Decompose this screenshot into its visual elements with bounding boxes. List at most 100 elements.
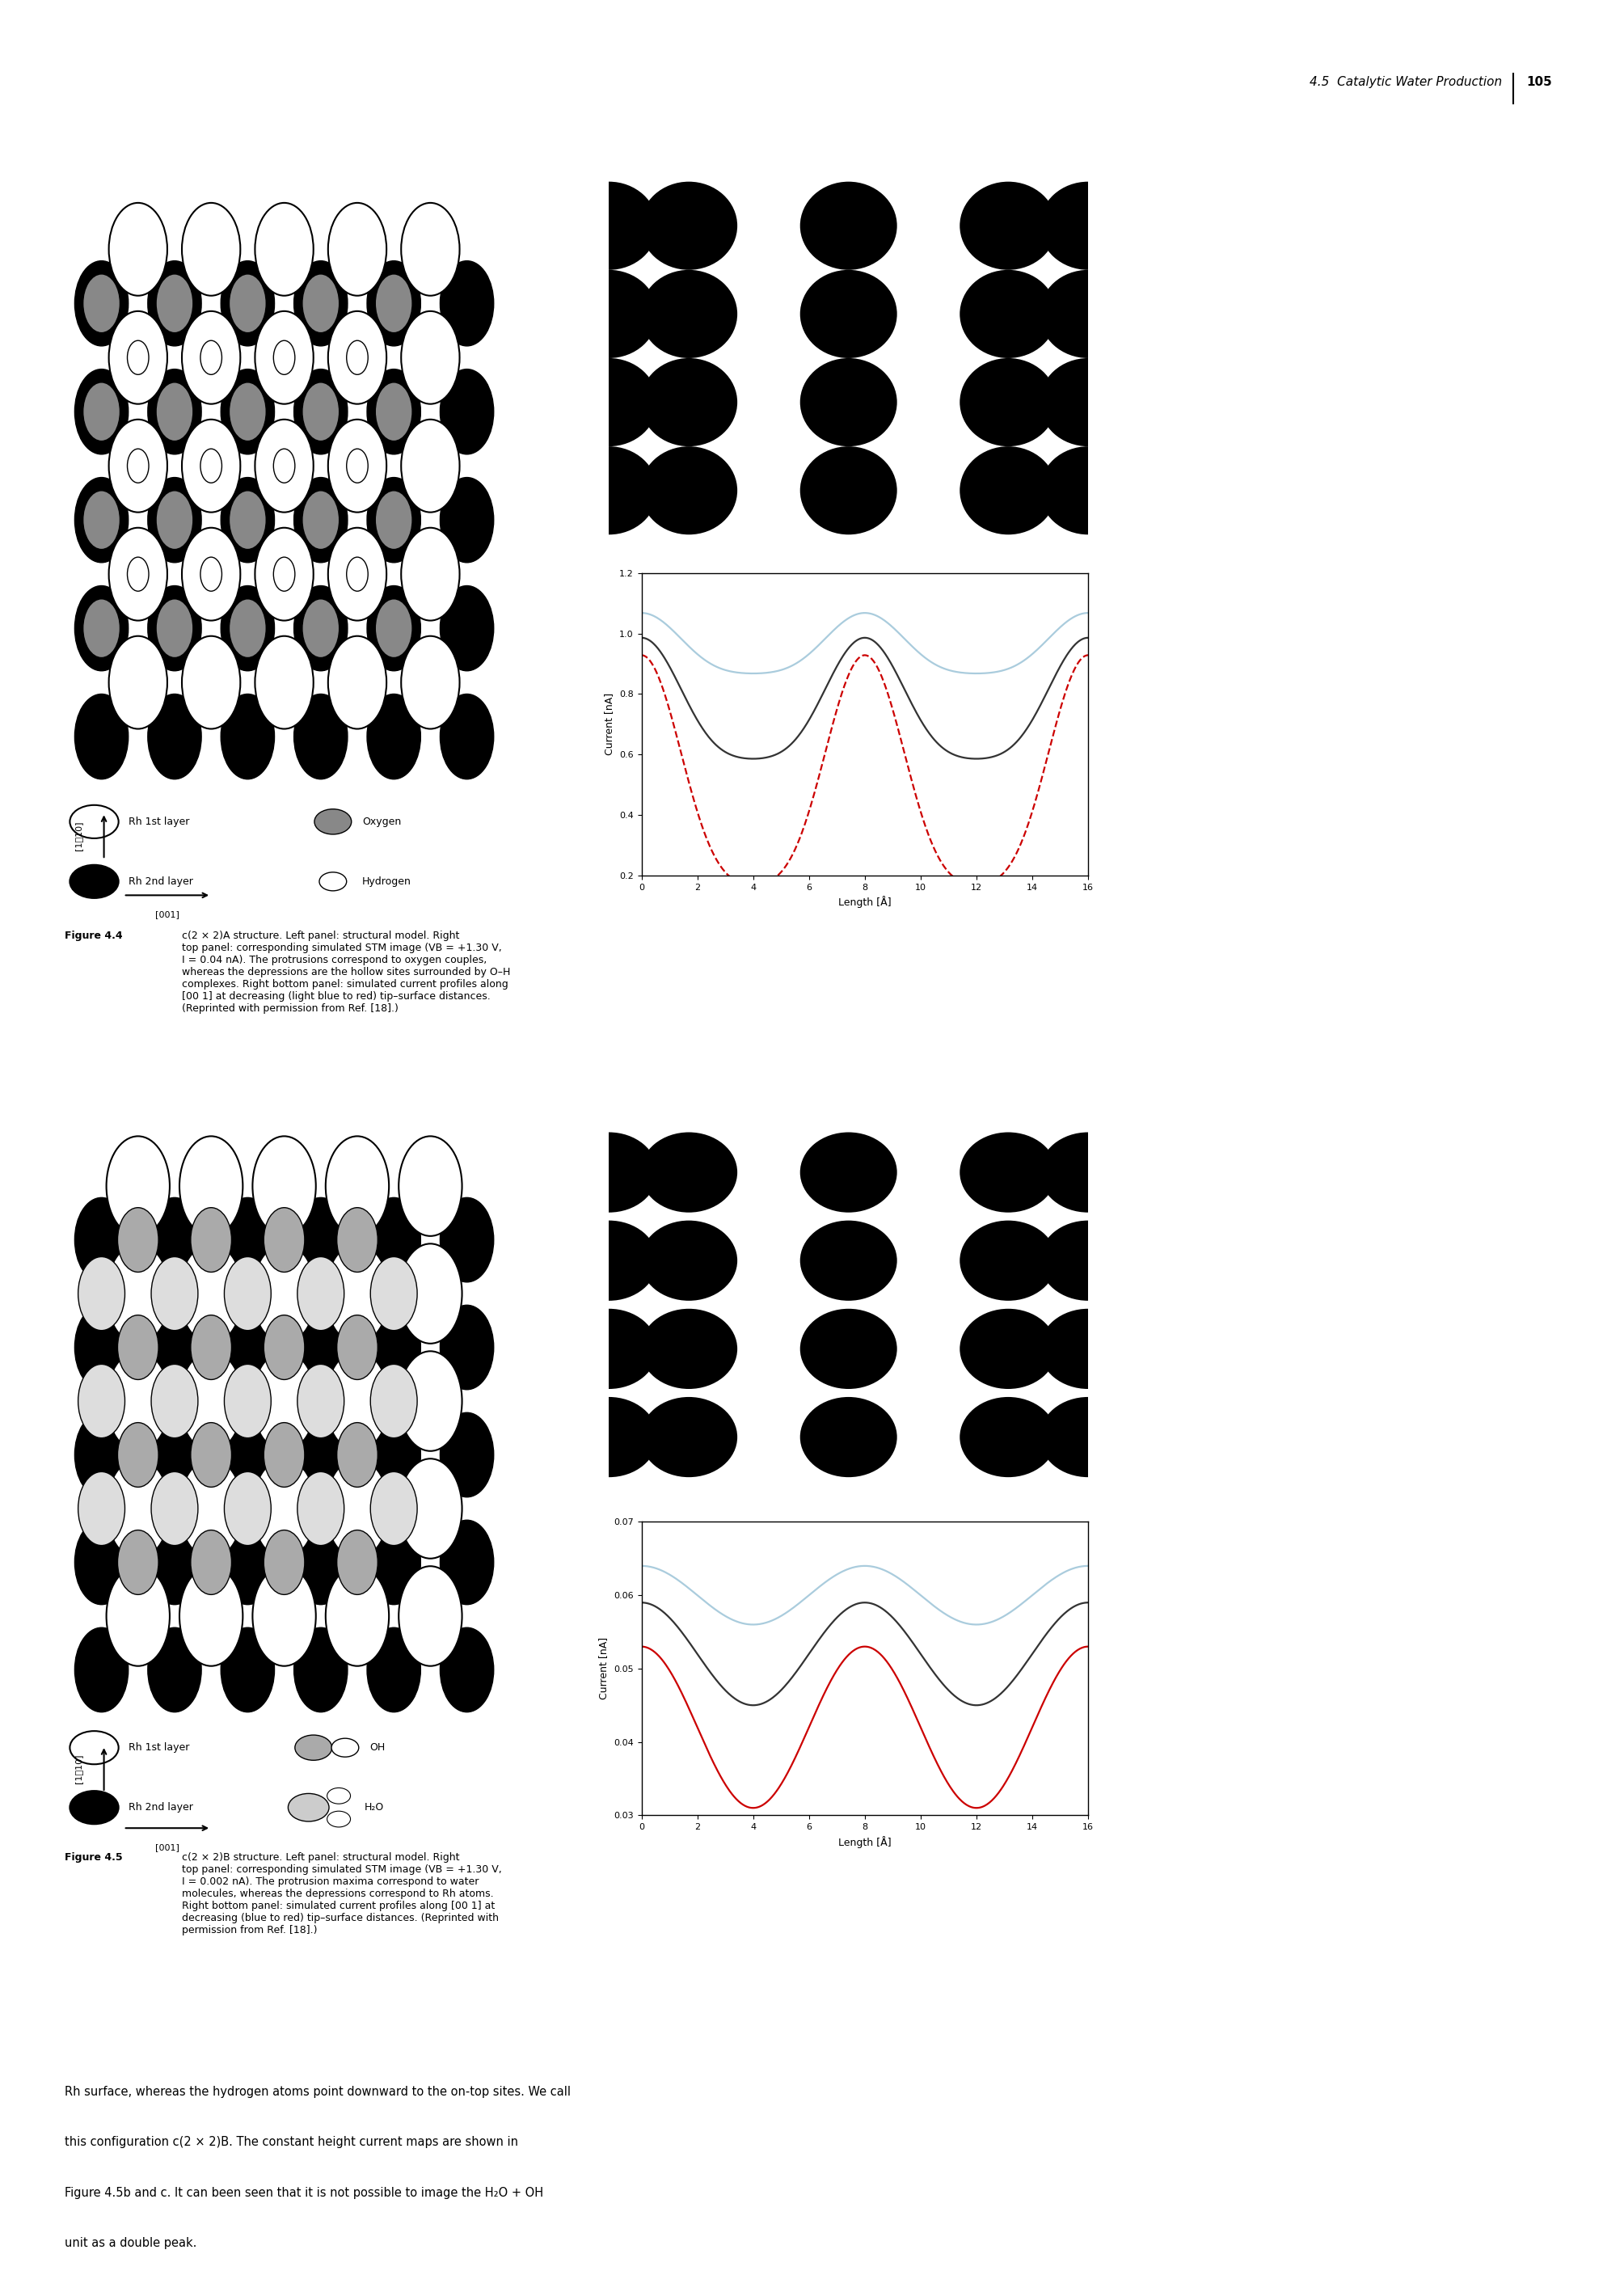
Circle shape [106, 1352, 169, 1451]
Circle shape [190, 1423, 232, 1488]
Circle shape [367, 587, 421, 672]
Ellipse shape [1039, 1219, 1137, 1300]
Text: Figure 4.5: Figure 4.5 [65, 1852, 130, 1863]
Circle shape [328, 635, 387, 729]
Ellipse shape [801, 181, 896, 270]
Circle shape [367, 1304, 421, 1389]
Circle shape [253, 1352, 315, 1451]
Circle shape [440, 1304, 494, 1389]
Circle shape [440, 477, 494, 562]
Circle shape [346, 557, 369, 591]
Ellipse shape [560, 181, 658, 270]
Circle shape [179, 1245, 244, 1343]
Circle shape [156, 598, 193, 658]
Circle shape [190, 1316, 232, 1380]
Circle shape [398, 1352, 463, 1451]
Circle shape [221, 1412, 274, 1497]
Ellipse shape [801, 358, 896, 447]
Text: [001]: [001] [156, 910, 179, 919]
Text: Rh 1st layer: Rh 1st layer [128, 1742, 190, 1753]
Circle shape [75, 1627, 128, 1712]
Circle shape [182, 419, 240, 511]
Circle shape [253, 1245, 315, 1343]
Circle shape [253, 1137, 315, 1235]
Circle shape [253, 1565, 315, 1666]
Circle shape [179, 1352, 244, 1451]
Circle shape [127, 557, 149, 591]
Circle shape [367, 261, 421, 346]
Circle shape [294, 1199, 348, 1281]
Text: Hydrogen: Hydrogen [362, 876, 411, 887]
Circle shape [109, 419, 167, 511]
Ellipse shape [560, 1396, 658, 1476]
Circle shape [106, 1565, 169, 1666]
Text: Oxygen: Oxygen [362, 816, 401, 827]
Text: unit as a double peak.: unit as a double peak. [65, 2237, 197, 2248]
Circle shape [325, 1565, 390, 1666]
Text: Figure 4.4: Figure 4.4 [65, 931, 130, 942]
Circle shape [75, 261, 128, 346]
Ellipse shape [960, 358, 1057, 447]
Ellipse shape [560, 1132, 658, 1212]
Circle shape [255, 635, 313, 729]
Ellipse shape [640, 358, 737, 447]
Circle shape [398, 1565, 463, 1666]
Ellipse shape [960, 1309, 1057, 1389]
Ellipse shape [1039, 1309, 1137, 1389]
Circle shape [148, 369, 201, 454]
Circle shape [182, 312, 240, 403]
Circle shape [440, 1520, 494, 1604]
Circle shape [255, 312, 313, 403]
Circle shape [106, 1137, 169, 1235]
Circle shape [370, 1364, 417, 1437]
Circle shape [78, 1364, 125, 1437]
Circle shape [294, 1412, 348, 1497]
Circle shape [106, 1458, 169, 1559]
Circle shape [294, 1304, 348, 1389]
Circle shape [148, 261, 201, 346]
Circle shape [221, 1520, 274, 1604]
Circle shape [83, 490, 120, 550]
Circle shape [253, 1458, 315, 1559]
Text: Rh 2nd layer: Rh 2nd layer [128, 876, 193, 887]
Circle shape [117, 1531, 159, 1595]
Circle shape [255, 419, 313, 511]
Circle shape [263, 1208, 305, 1272]
Circle shape [401, 202, 460, 296]
Circle shape [148, 587, 201, 672]
Circle shape [302, 598, 339, 658]
Circle shape [346, 342, 369, 374]
Ellipse shape [960, 270, 1057, 358]
Ellipse shape [560, 447, 658, 534]
Circle shape [320, 873, 346, 892]
Circle shape [401, 312, 460, 403]
Circle shape [328, 312, 387, 403]
Circle shape [224, 1256, 271, 1329]
Ellipse shape [960, 1396, 1057, 1476]
Circle shape [148, 1199, 201, 1281]
Circle shape [294, 477, 348, 562]
Circle shape [148, 1412, 201, 1497]
Circle shape [398, 1458, 463, 1559]
Circle shape [109, 202, 167, 296]
Circle shape [325, 1352, 390, 1451]
Circle shape [221, 477, 274, 562]
Circle shape [75, 477, 128, 562]
Circle shape [370, 1256, 417, 1329]
Circle shape [224, 1364, 271, 1437]
Circle shape [179, 1137, 244, 1235]
Ellipse shape [640, 181, 737, 270]
Ellipse shape [801, 447, 896, 534]
Circle shape [75, 1520, 128, 1604]
Circle shape [325, 1458, 390, 1559]
Circle shape [440, 261, 494, 346]
Circle shape [221, 1627, 274, 1712]
Ellipse shape [960, 1219, 1057, 1300]
Circle shape [325, 1245, 390, 1343]
Circle shape [70, 1790, 119, 1824]
Circle shape [200, 557, 222, 591]
Circle shape [151, 1471, 198, 1545]
Ellipse shape [640, 447, 737, 534]
Text: [001]: [001] [156, 1843, 179, 1852]
Text: OH: OH [370, 1742, 385, 1753]
